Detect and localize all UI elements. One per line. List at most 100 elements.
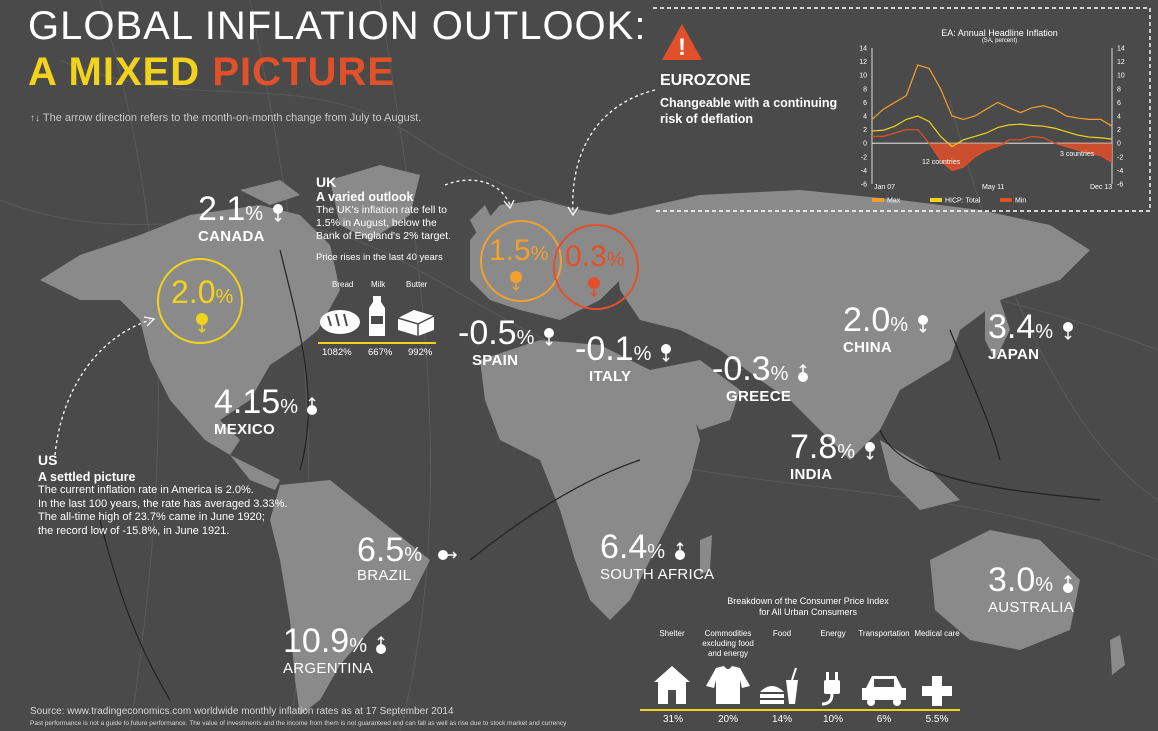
cpi-value: 6%	[876, 714, 892, 725]
cpi-category-label: Shelter	[659, 629, 685, 638]
butter-value: 992%	[408, 347, 433, 358]
plug-icon	[821, 672, 840, 706]
y-tick-label: 6	[863, 100, 867, 107]
us-body-line: In the last 100 years, the rate has aver…	[38, 497, 288, 510]
y-tick-label: 4	[1117, 114, 1121, 121]
us-highlight-circle: 2.0%	[157, 258, 243, 344]
cpi-divider	[640, 709, 960, 711]
annotation-label: 12 countries	[922, 159, 961, 166]
butter-icon	[397, 310, 435, 336]
eurozone-pct: %	[606, 249, 625, 271]
legend-swatch	[872, 198, 884, 202]
arrow-down-icon	[864, 441, 876, 466]
y-tick-label: 4	[863, 114, 867, 121]
milk-label: Milk	[371, 280, 386, 289]
uk-price-items: Bread Milk Butter 1082% 667% 992%	[318, 280, 438, 360]
arrow-down-icon	[272, 203, 284, 228]
country-china: 2.0% CHINA	[843, 303, 929, 356]
country-greece: -0.3% GREECE	[712, 352, 809, 405]
arrow-down-icon	[509, 270, 523, 297]
spain-pct: %	[516, 327, 535, 349]
us-connector	[54, 316, 156, 456]
japan-land	[985, 300, 1010, 360]
y-tick-label: 10	[1117, 73, 1125, 80]
mexico-pct: %	[280, 396, 298, 418]
country-australia: 3.0% AUSTRALIA	[988, 563, 1074, 616]
y-tick-label: -6	[861, 182, 867, 189]
cpi-value: 14%	[771, 714, 792, 725]
australia-land	[930, 530, 1080, 650]
eurozone-connector	[567, 89, 656, 217]
uk-subheading: A varied outlook	[316, 190, 414, 204]
madagascar	[700, 535, 712, 575]
country-argentina: 10.9% ARGENTINA	[283, 624, 387, 677]
central-america	[230, 455, 280, 490]
y-tick-label: -4	[861, 168, 867, 175]
brazil-pct: %	[404, 544, 423, 566]
us-subheading: A settled picture	[38, 470, 136, 484]
cpi-category-label: Energy	[820, 629, 846, 638]
title-yellow-part: A MIXED	[28, 50, 201, 94]
spain-name: SPAIN	[472, 352, 519, 370]
japan-value: 3.4	[988, 308, 1036, 346]
spain-value: -0.5	[458, 314, 517, 352]
y-tick-label: -4	[1117, 168, 1123, 175]
us-info: US A settled picture The current inflati…	[38, 452, 288, 538]
greenland	[330, 165, 420, 240]
y-tick-label: 6	[1117, 100, 1121, 107]
uk-value: 1.5	[489, 234, 531, 267]
uk-body: The UK's inflation rate fell to 1.5% in …	[316, 204, 451, 243]
country-japan: 3.4% JAPAN	[988, 310, 1074, 363]
country-india: 7.8% INDIA	[790, 430, 876, 483]
continents	[40, 165, 1125, 715]
y-tick-label: 8	[1117, 86, 1121, 93]
arrow-note-text: The arrow direction refers to the month-…	[42, 112, 422, 124]
cpi-value: 5.5%	[925, 714, 949, 725]
mexico-value: 4.15	[214, 383, 281, 421]
legend-label: Max	[887, 198, 901, 205]
milk-icon	[369, 296, 385, 336]
cpi-category-label: Commodities excluding food and energy	[702, 629, 754, 658]
australia-name: AUSTRALIA	[988, 599, 1075, 617]
cpi-breakdown: Shelter Commodities excluding food and e…	[640, 626, 970, 726]
medical-cross-icon	[922, 676, 952, 706]
arrow-up-icon	[1062, 574, 1074, 599]
series-line-hicp-total	[871, 115, 1113, 148]
cpi-category-label: Food	[772, 629, 792, 638]
country-brazil: 6.5% BRAZIL	[357, 533, 459, 584]
argentina-value: 10.9	[283, 622, 350, 660]
bread-value: 1082%	[322, 347, 352, 358]
uk-heading: UK	[316, 174, 337, 190]
country-south-africa: 6.4% SOUTH AFRICA	[600, 530, 714, 583]
y-tick-label: 0	[863, 141, 867, 148]
page-title-line1: GLOBAL INFLATION OUTLOOK:	[28, 4, 647, 48]
cpi-title-line: Breakdown of the Consumer Price Index	[727, 596, 889, 606]
china-value: 2.0	[843, 301, 891, 339]
eurozone-body-line: Changeable with a continuing	[660, 96, 838, 110]
bread-icon	[320, 310, 360, 334]
title-red-part: PICTURE	[212, 50, 395, 94]
cpi-category-label: Transportation	[858, 629, 910, 638]
x-tick-label: Jan 07	[874, 184, 895, 191]
uk-pct: %	[530, 243, 549, 265]
arrow-legend-icon: ↑↓	[30, 113, 40, 124]
cpi-category-label: Medical care	[914, 629, 960, 638]
uk-body-line: Bank of England's 2% target.	[316, 230, 452, 242]
brazil-value: 6.5	[357, 531, 405, 569]
uk-connector	[444, 179, 515, 210]
y-tick-label: 2	[1117, 127, 1121, 134]
arrow-down-icon	[917, 314, 929, 339]
annotation-label: 3 countries	[1060, 151, 1095, 158]
uk-body-line: 1.5% in August, below the	[316, 217, 437, 229]
legend-label: HICP: Total	[945, 198, 981, 205]
cpi-title: Breakdown of the Consumer Price Index fo…	[650, 596, 966, 618]
south-africa-name: SOUTH AFRICA	[600, 566, 715, 584]
uk-body-line: The UK's inflation rate fell to	[316, 204, 447, 216]
legend-swatch	[930, 198, 942, 202]
eurozone-body: Changeable with a continuing risk of def…	[660, 95, 837, 127]
arrow-up-icon	[306, 396, 318, 421]
asia	[610, 190, 1090, 460]
y-tick-label: 12	[859, 59, 867, 66]
cpi-value: 10%	[822, 714, 843, 725]
y-tick-label: -6	[1117, 182, 1123, 189]
